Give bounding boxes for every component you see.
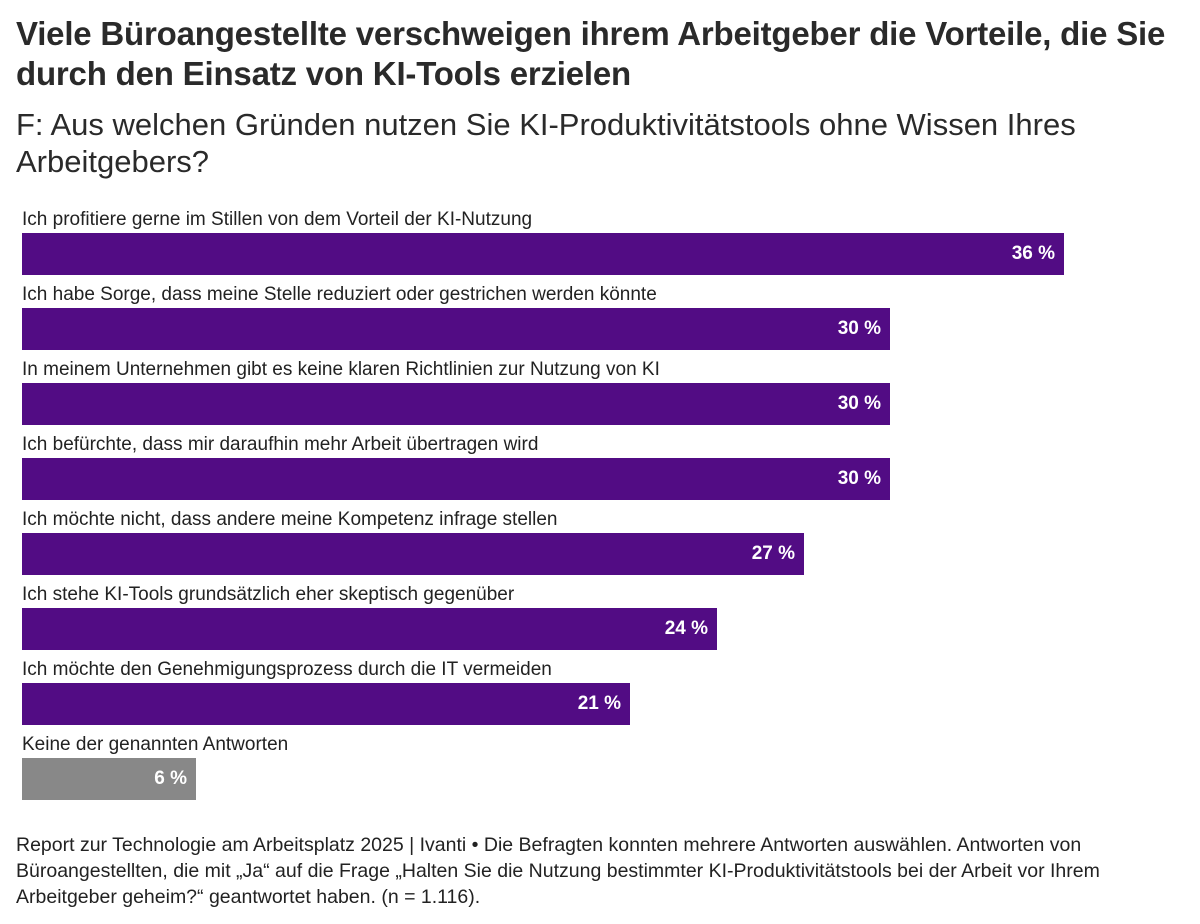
chart-footnote: Report zur Technologie am Arbeitsplatz 2… bbox=[16, 834, 1100, 908]
bar-value-label: 36 % bbox=[1011, 243, 1055, 264]
bar-value-label: 27 % bbox=[751, 543, 795, 564]
chart-subtitle: F: Aus welchen Gründen nutzen Sie KI-Pro… bbox=[16, 107, 1076, 179]
bar-value-label: 30 % bbox=[837, 468, 881, 489]
bar-category-label: Ich habe Sorge, dass meine Stelle reduzi… bbox=[22, 284, 657, 305]
bar-category-label: Keine der genannten Antworten bbox=[22, 734, 289, 755]
bar-category-label: Ich stehe KI-Tools grundsätzlich eher sk… bbox=[22, 584, 515, 605]
bar-value-label: 21 % bbox=[577, 693, 621, 714]
bar bbox=[22, 458, 890, 500]
bar bbox=[22, 383, 890, 425]
bar-category-label: Ich möchte nicht, dass andere meine Komp… bbox=[22, 509, 558, 530]
bar-value-label: 30 % bbox=[837, 393, 881, 414]
bar bbox=[22, 308, 890, 350]
bar bbox=[22, 608, 717, 650]
bar-category-label: In meinem Unternehmen gibt es keine klar… bbox=[22, 359, 660, 380]
chart-title: Viele Büroangestellte verschweigen ihrem… bbox=[16, 15, 1166, 92]
bar-value-label: 30 % bbox=[837, 318, 881, 339]
bar-value-label: 24 % bbox=[664, 618, 708, 639]
bar bbox=[22, 233, 1064, 275]
bar bbox=[22, 758, 196, 800]
bar-category-label: Ich befürchte, dass mir daraufhin mehr A… bbox=[22, 434, 539, 455]
bar-category-label: Ich möchte den Genehmigungsprozess durch… bbox=[22, 659, 552, 680]
bar bbox=[22, 533, 804, 575]
bar bbox=[22, 683, 630, 725]
bar-value-label: 6 % bbox=[154, 768, 187, 789]
bar-category-label: Ich profitiere gerne im Stillen von dem … bbox=[22, 209, 533, 230]
